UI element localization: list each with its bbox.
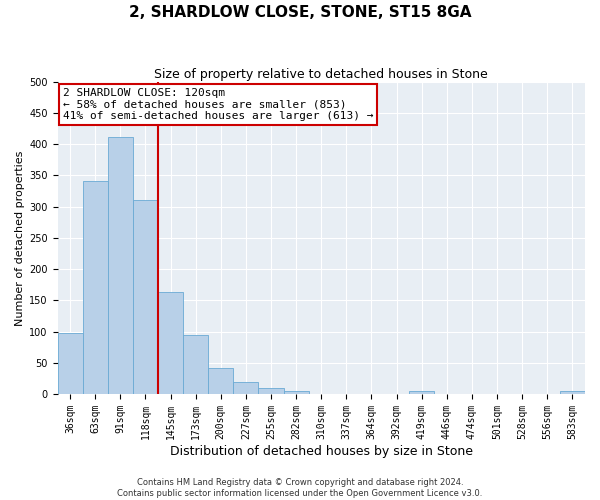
Bar xyxy=(259,388,284,394)
Bar xyxy=(108,138,133,394)
Text: 2 SHARDLOW CLOSE: 120sqm
← 58% of detached houses are smaller (853)
41% of semi-: 2 SHARDLOW CLOSE: 120sqm ← 58% of detach… xyxy=(63,88,373,121)
Bar xyxy=(58,334,83,394)
Bar xyxy=(560,391,585,394)
Bar xyxy=(183,336,208,394)
Bar xyxy=(233,382,259,394)
Bar xyxy=(133,200,158,394)
Text: Contains HM Land Registry data © Crown copyright and database right 2024.
Contai: Contains HM Land Registry data © Crown c… xyxy=(118,478,482,498)
Bar xyxy=(208,368,233,394)
Bar xyxy=(409,391,434,394)
Bar xyxy=(284,391,308,394)
Bar xyxy=(83,181,108,394)
Title: Size of property relative to detached houses in Stone: Size of property relative to detached ho… xyxy=(154,68,488,80)
Text: 2, SHARDLOW CLOSE, STONE, ST15 8GA: 2, SHARDLOW CLOSE, STONE, ST15 8GA xyxy=(129,5,471,20)
X-axis label: Distribution of detached houses by size in Stone: Distribution of detached houses by size … xyxy=(170,444,473,458)
Bar xyxy=(158,292,183,394)
Y-axis label: Number of detached properties: Number of detached properties xyxy=(15,150,25,326)
